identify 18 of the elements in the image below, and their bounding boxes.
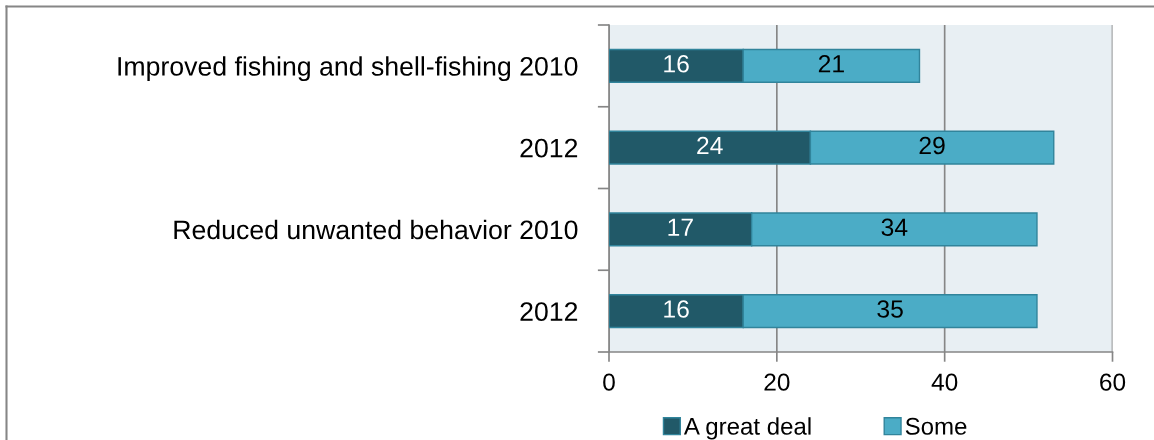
data-label: 35 <box>877 300 903 318</box>
legend-label: Some <box>905 417 967 435</box>
data-label: 16 <box>664 300 689 318</box>
x-tick-label: 60 <box>1100 373 1126 391</box>
legend-label: A great deal <box>683 417 811 440</box>
x-tick-label: 0 <box>603 373 615 391</box>
x-tick-label: 40 <box>931 373 958 391</box>
data-label: 17 <box>668 218 693 236</box>
data-label: 34 <box>881 218 908 237</box>
y-tick-label: Improved fishing and shell-fishing 2010 <box>118 56 578 82</box>
y-tick-label: 2012 <box>520 302 578 322</box>
data-label: 21 <box>818 55 844 73</box>
x-tick-label: 20 <box>764 373 790 391</box>
data-label: 16 <box>664 55 689 73</box>
y-tick-label: 2012 <box>520 138 578 158</box>
data-label: 24 <box>697 136 723 155</box>
data-label: 29 <box>919 136 945 155</box>
y-tick-label: Reduced unwanted behavior 2010 <box>174 219 578 240</box>
